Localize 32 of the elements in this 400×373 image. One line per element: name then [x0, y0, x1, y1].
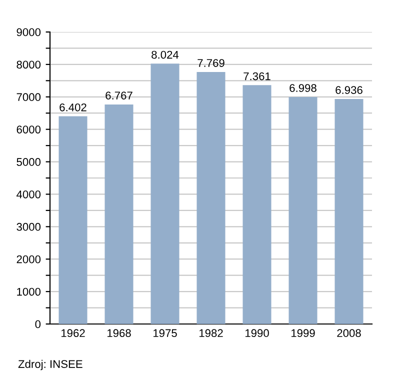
x-tick-label: 1990 [245, 329, 269, 338]
data-label: 6.402 [60, 103, 86, 112]
y-tick-label: 3000 [16, 222, 41, 231]
y-tick-label: 6000 [16, 126, 41, 134]
text: Zdroj: INSEE [18, 360, 82, 370]
y-tick-label: 5000 [16, 158, 41, 166]
x-tick-label: 2008 [337, 329, 361, 338]
y-tick-label: 4000 [16, 190, 41, 198]
x-tick-label: 1999 [291, 329, 315, 338]
data-label: 8.024 [152, 50, 179, 59]
bar [150, 64, 180, 324]
data-label: 6.936 [336, 86, 362, 94]
y-tick-label: 0 [35, 320, 41, 328]
x-tick-label: 1982 [199, 329, 223, 338]
y-tick-label: 1000 [17, 288, 41, 296]
y-tick-label: 7000 [16, 93, 41, 102]
bar [58, 116, 88, 324]
x-tick-label: 1975 [153, 329, 177, 338]
y-tick-label: 2000 [16, 255, 41, 264]
bar [242, 85, 272, 324]
y-tick-label: 9000 [16, 28, 41, 36]
data-label: 7.769 [198, 59, 224, 67]
data-label: 7.361 [244, 72, 270, 80]
bar [196, 72, 226, 324]
x-tick-label: 1962 [61, 329, 85, 338]
data-label: 6.998 [290, 84, 316, 92]
bar [104, 104, 134, 324]
bar [288, 96, 318, 324]
y-tick-label: 8000 [16, 60, 41, 69]
data-label: 6.767 [106, 92, 132, 100]
x-tick-label: 1968 [107, 329, 131, 338]
bar [334, 98, 364, 324]
